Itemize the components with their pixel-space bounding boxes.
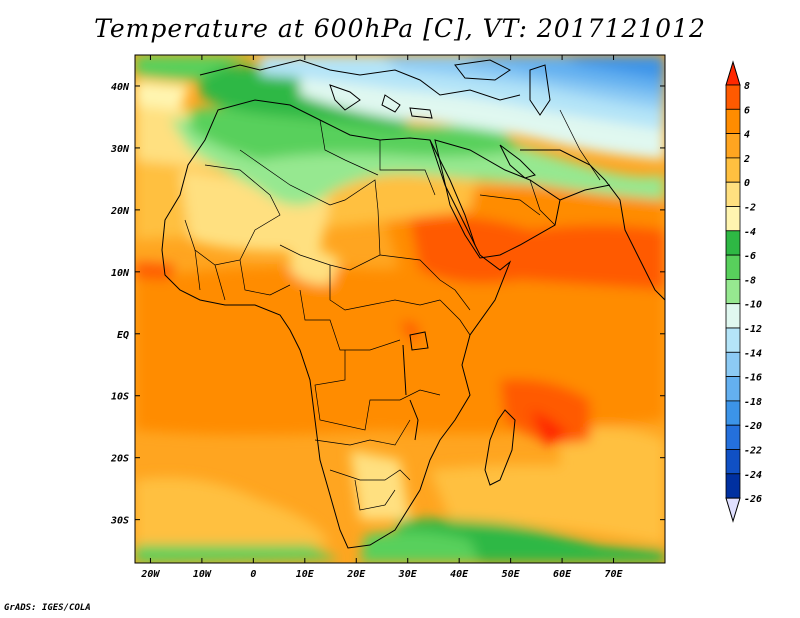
x-axis-labels: 20W 10W 0 10E 20E 30E 40E 50E 60E 70E (140, 569, 623, 580)
country-borders (184, 109, 601, 511)
colorbar-segment (725, 424, 741, 450)
colorbar-segment (725, 157, 741, 183)
colorbar-label: -20 (744, 421, 762, 432)
temperature-field (135, 55, 665, 563)
y-tick-label: EQ (117, 330, 129, 341)
colorbar-label: -8 (744, 275, 756, 286)
x-tick-label: 40E (450, 569, 469, 580)
colorbar-label: -10 (744, 300, 762, 311)
chart-title: Temperature at 600hPa [C], VT: 201712101… (94, 14, 706, 43)
colorbar-segment (725, 133, 741, 159)
coastlines (161, 59, 665, 549)
y-tick-label: 10S (111, 392, 129, 403)
colorbar-segment (725, 206, 741, 232)
colorbar-label: -6 (744, 251, 756, 262)
colorbar-top-arrow (725, 60, 741, 86)
colorbar-label: -16 (744, 373, 762, 384)
colorbar-segment (725, 230, 741, 256)
colorbar-segment (725, 278, 741, 305)
colorbar-label: 0 (744, 178, 750, 189)
colorbar-bottom-arrow (725, 497, 741, 523)
colorbar-segment (725, 327, 741, 353)
colorbar-segment (725, 303, 741, 329)
x-tick-label: 10W (193, 569, 212, 580)
x-tick-label: 20W (140, 569, 160, 580)
axis-ticks (135, 55, 665, 563)
colorbar-label: -4 (744, 227, 756, 238)
y-tick-label: 20S (110, 454, 129, 465)
y-tick-label: 40N (111, 82, 130, 93)
y-tick-label: 30S (110, 516, 129, 527)
colorbar-segment (725, 449, 741, 475)
x-tick-label: 60E (553, 569, 572, 580)
y-tick-label: 30N (110, 144, 130, 155)
colorbar-label: -26 (744, 494, 762, 505)
plot-frame (134, 54, 666, 564)
colorbar-segment (725, 254, 741, 280)
colorbar-label: 8 (744, 81, 750, 92)
colorbar-label: 4 (744, 130, 750, 141)
colorbar-label: 6 (744, 105, 750, 116)
y-axis-labels: 40N 30N 20N 10N EQ 10S 20S 30S (110, 82, 130, 527)
colorbar-segment (725, 84, 741, 110)
colorbar-label: 2 (743, 154, 750, 165)
x-tick-label: 30E (398, 569, 418, 580)
colorbar-label: -24 (744, 470, 762, 481)
colorbar-label: -12 (744, 324, 762, 335)
colorbar-segment (725, 181, 741, 207)
y-tick-label: 10N (111, 268, 130, 279)
colorbar-segment (725, 351, 741, 377)
y-tick-label: 20N (110, 206, 130, 217)
colorbar-label: -22 (744, 446, 762, 457)
colorbar-segment (725, 400, 741, 426)
colorbar-segment (725, 376, 741, 402)
x-tick-label: 50E (502, 569, 521, 580)
x-tick-label: 10E (296, 569, 315, 580)
colorbar-labels: 8 6 4 2 0 -2 -4 -6 -8 -10 -12 -14 -16 -18 -20 -22 -24 -26 (743, 81, 762, 505)
colorbar-label: -2 (744, 203, 756, 214)
x-tick-label: 20E (346, 569, 366, 580)
credit-label: GrADS: IGES/COLA (4, 603, 91, 613)
x-tick-label: 70E (605, 569, 624, 580)
colorbar-label: -18 (744, 397, 762, 408)
x-tick-label: 0 (250, 569, 256, 580)
colorbar-segment (725, 473, 741, 499)
colorbar-label: -14 (744, 348, 762, 359)
colorbar-segment (725, 108, 741, 135)
colorbar (725, 60, 741, 523)
